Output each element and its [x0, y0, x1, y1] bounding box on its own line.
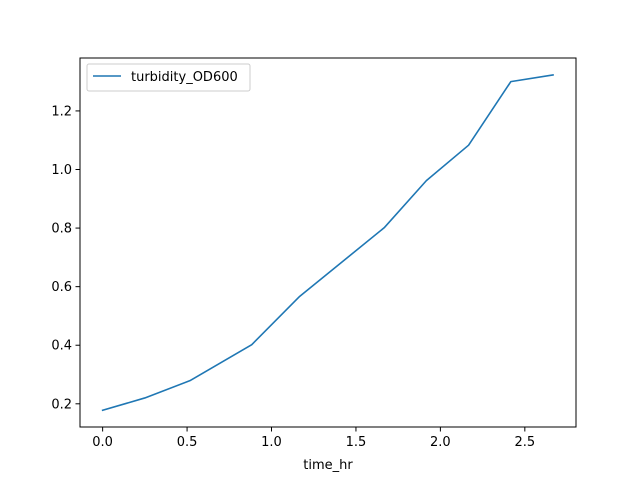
legend: turbidity_OD600 [86, 63, 251, 92]
x-tick-label: 0.5 [177, 435, 198, 450]
y-axis-ticks: 0.2 0.4 0.6 0.8 1.0 1.2 [51, 104, 80, 412]
y-tick-label: 0.8 [51, 222, 72, 237]
y-tick-label: 0.4 [51, 339, 72, 354]
y-tick-label: 0.2 [51, 397, 72, 412]
plot-area-background [80, 58, 576, 427]
x-tick-label: 2.5 [514, 435, 535, 450]
x-tick-label: 1.5 [346, 435, 367, 450]
plot-frame [79, 57, 577, 428]
x-tick-label: 1.0 [261, 435, 282, 450]
series-line-turbidity-od600 [101, 73, 554, 412]
x-axis-label: time_hr [303, 458, 353, 473]
y-tick-label: 1.0 [51, 163, 72, 178]
legend-label-turbidity-od600: turbidity_OD600 [131, 70, 238, 85]
x-axis-ticks: 0.0 0.5 1.0 1.5 2.0 2.5 [92, 427, 535, 450]
x-tick-label: 2.0 [430, 435, 451, 450]
y-tick-label: 1.2 [51, 104, 72, 119]
y-tick-label: 0.6 [51, 280, 72, 295]
legend-box [86, 63, 251, 92]
x-tick-label: 0.0 [92, 435, 113, 450]
